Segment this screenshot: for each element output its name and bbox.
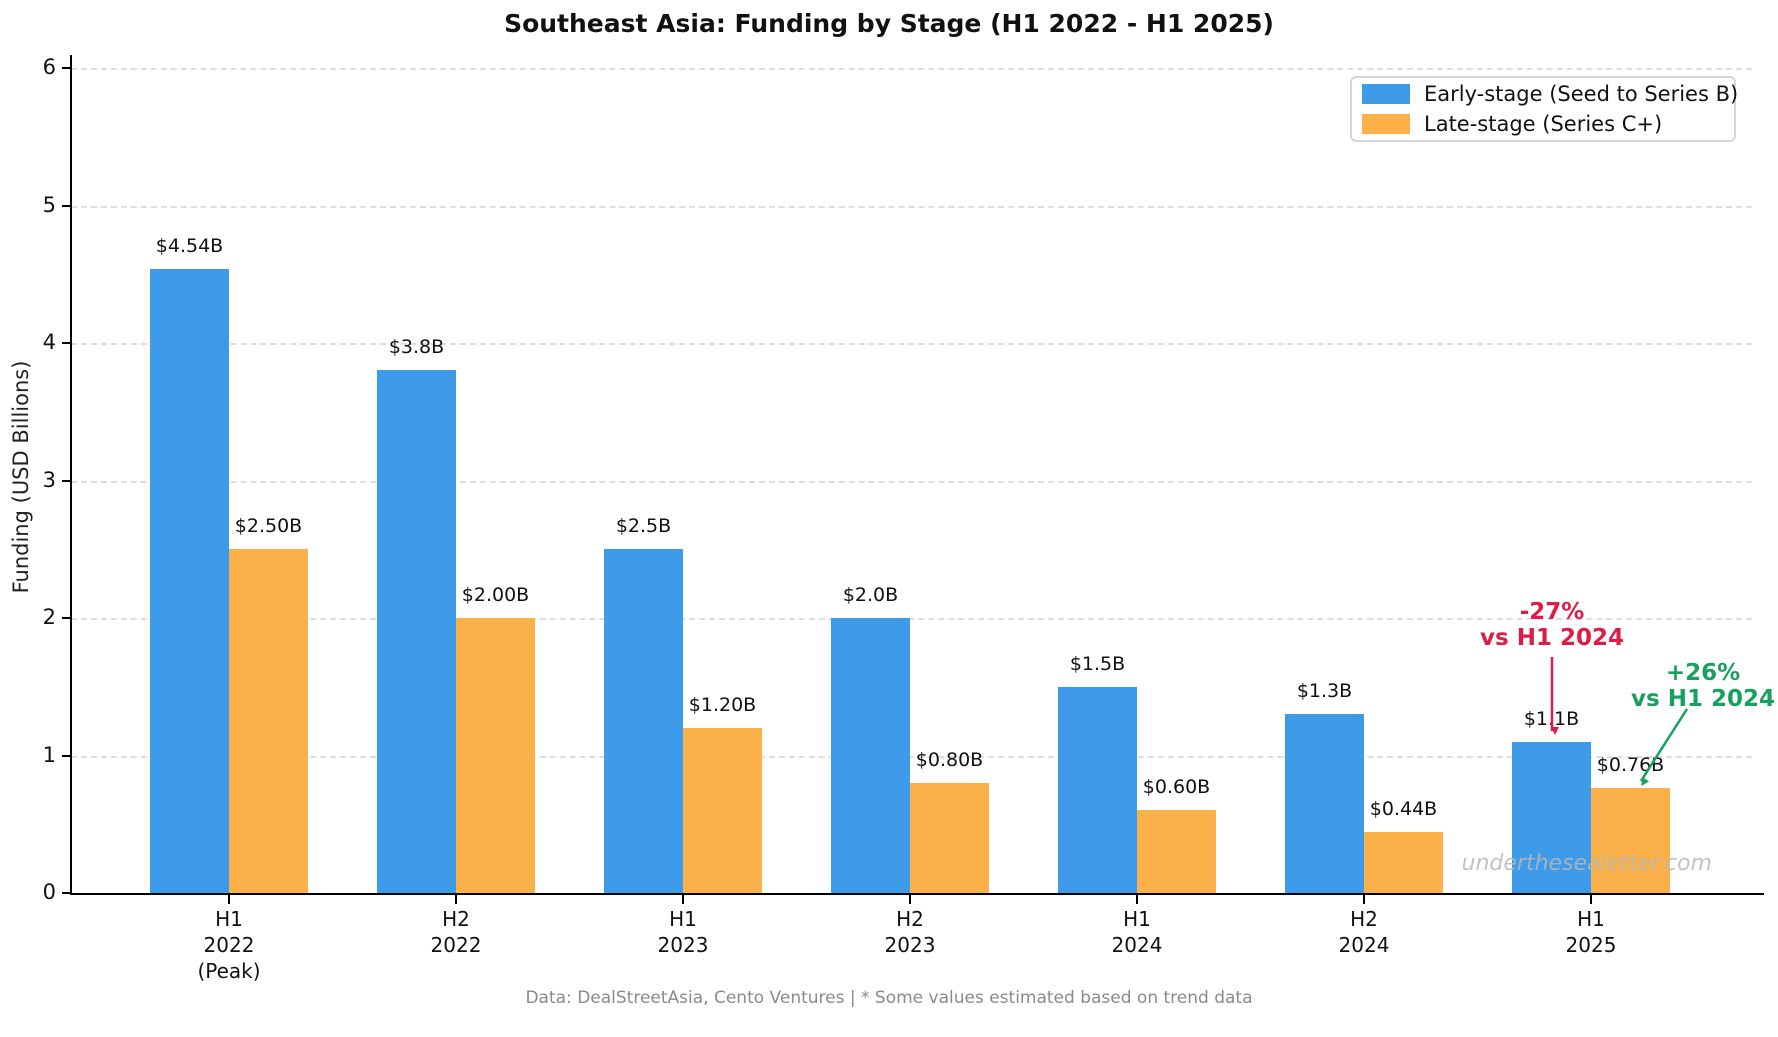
x-tick-3 <box>909 895 911 904</box>
bar-value-label-late-5: $0.44B <box>1369 798 1438 820</box>
annotation-early-ref: vs H1 2024 <box>1480 625 1624 651</box>
gridline-y-4 <box>71 343 1752 345</box>
y-tick-label-4: 4 <box>42 330 56 354</box>
bar-early-2 <box>604 549 683 893</box>
bar-late-6 <box>1591 788 1670 893</box>
x-tick-2 <box>682 895 684 904</box>
x-tick-4 <box>1136 895 1138 904</box>
legend-swatch-early-stage <box>1362 84 1410 104</box>
bar-early-3 <box>831 618 910 893</box>
annotation-early-stage-change: -27% vs H1 2024 <box>1452 599 1652 651</box>
annotation-late-stage-change: +26% vs H1 2024 <box>1593 660 1778 712</box>
annotation-late-pct: +26% <box>1665 660 1741 686</box>
y-tick-label-5: 5 <box>42 192 56 217</box>
bar-value-label-late-6: $0.76B <box>1596 754 1665 776</box>
bar-late-2 <box>683 728 762 893</box>
x-tick-label-5: H2 2024 <box>1338 907 1390 957</box>
x-tick-label-3: H2 2023 <box>884 907 936 957</box>
y-tick-label-6: 6 <box>42 55 56 79</box>
data-source-note: Data: DealStreetAsia, Cento Ventures | *… <box>525 988 1253 1008</box>
bar-late-4 <box>1137 810 1216 893</box>
bar-value-label-early-0: $4.54B <box>155 235 224 257</box>
bar-early-5 <box>1285 714 1364 893</box>
legend-item-early-stage: Early-stage (Seed to Series B) <box>1362 82 1738 106</box>
legend-swatch-late-stage <box>1362 114 1410 134</box>
y-tick-2 <box>62 617 71 619</box>
bar-early-4 <box>1058 687 1137 893</box>
legend: Early-stage (Seed to Series B) Late-stag… <box>1350 76 1738 142</box>
bar-value-label-late-0: $2.50B <box>234 515 303 537</box>
bar-value-label-early-3: $2.0B <box>842 584 899 606</box>
bar-value-label-early-1: $3.8B <box>388 336 445 358</box>
chart-title: Southeast Asia: Funding by Stage (H1 202… <box>504 9 1274 38</box>
bar-value-label-late-1: $2.00B <box>461 584 530 606</box>
y-tick-label-2: 2 <box>42 605 56 629</box>
x-tick-5 <box>1363 895 1365 904</box>
gridline-y-1 <box>71 755 1752 758</box>
gridline-y-2 <box>71 618 1752 620</box>
y-tick-label-1: 1 <box>42 742 56 767</box>
bar-value-label-early-2: $2.5B <box>615 515 672 537</box>
bar-value-label-early-4: $1.5B <box>1069 653 1126 675</box>
annotation-late-ref: vs H1 2024 <box>1631 686 1775 712</box>
y-tick-label-3: 3 <box>42 467 56 492</box>
x-tick-6 <box>1590 895 1592 904</box>
bar-late-5 <box>1364 832 1443 893</box>
y-tick-4 <box>62 342 71 344</box>
bar-early-6 <box>1512 742 1591 893</box>
bar-value-label-late-2: $1.20B <box>688 694 757 716</box>
y-tick-label-0: 0 <box>42 880 56 904</box>
x-tick-0 <box>228 895 230 904</box>
x-tick-label-2: H1 2023 <box>657 907 709 957</box>
bar-early-1 <box>377 370 456 893</box>
y-axis-spine <box>70 55 72 895</box>
y-tick-0 <box>62 892 71 894</box>
annotation-early-pct: -27% <box>1519 599 1585 625</box>
bar-late-3 <box>910 783 989 893</box>
bar-early-0 <box>150 269 229 893</box>
x-tick-1 <box>455 895 457 904</box>
bar-value-label-late-3: $0.80B <box>915 749 984 771</box>
gridline-y-6 <box>71 68 1752 70</box>
bar-value-label-late-4: $0.60B <box>1142 776 1211 798</box>
x-tick-label-1: H2 2022 <box>430 907 482 957</box>
bar-late-1 <box>456 618 535 893</box>
y-tick-5 <box>62 204 71 207</box>
gridline-y-5 <box>71 205 1752 208</box>
legend-label-late-stage: Late-stage (Series C+) <box>1424 112 1663 136</box>
y-tick-3 <box>62 479 71 482</box>
legend-item-late-stage: Late-stage (Series C+) <box>1362 112 1724 136</box>
legend-label-early-stage: Early-stage (Seed to Series B) <box>1424 82 1739 106</box>
x-tick-label-4: H1 2024 <box>1111 907 1163 957</box>
y-tick-1 <box>62 754 71 757</box>
x-tick-label-0: H1 2022 (Peak) <box>197 907 261 983</box>
gridline-y-3 <box>71 480 1752 483</box>
y-tick-6 <box>62 67 71 69</box>
bar-value-label-early-5: $1.3B <box>1296 680 1353 702</box>
x-tick-label-6: H1 2025 <box>1565 907 1617 957</box>
bar-late-0 <box>229 549 308 893</box>
x-axis-spine <box>70 893 1764 895</box>
watermark: underthesealetter.com <box>1461 851 1712 876</box>
